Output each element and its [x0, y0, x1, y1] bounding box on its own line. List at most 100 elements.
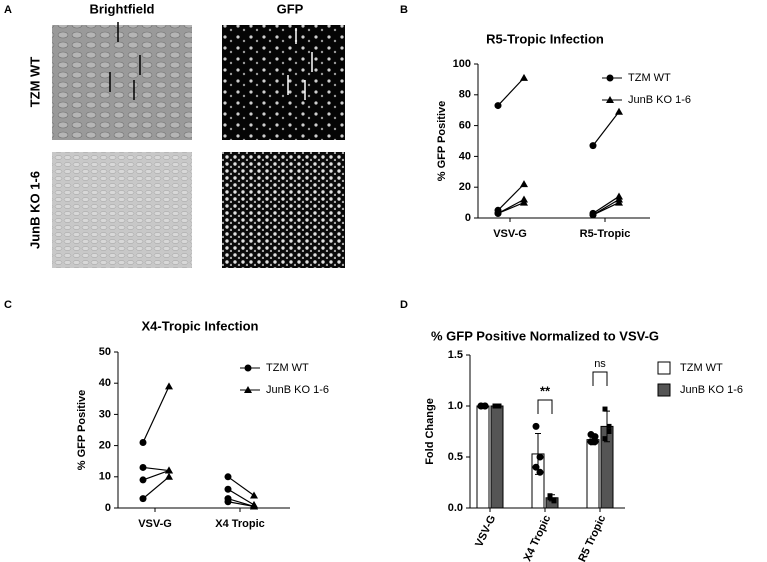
arrows: [287, 28, 313, 100]
pair-line: [592, 111, 620, 146]
marker: [520, 73, 528, 81]
bar: [586, 439, 600, 509]
marker: [602, 406, 608, 412]
legend-label: TZM WT: [628, 72, 671, 84]
marker: [139, 438, 147, 446]
marker: [602, 436, 608, 442]
marker: [606, 429, 612, 434]
y-axis-label: % GFP Positive: [76, 390, 88, 471]
marker: [224, 473, 232, 481]
x-tick-label: X4 Tropic: [215, 518, 265, 530]
marker: [494, 209, 502, 217]
marker: [532, 463, 540, 471]
micrograph: [52, 152, 192, 268]
panel-letter: C: [4, 299, 12, 311]
column-label: GFP: [277, 1, 304, 16]
marker: [244, 386, 252, 393]
y-tick-label: 50: [99, 346, 111, 358]
marker: [532, 422, 540, 430]
x-tick-label: VSV-G: [493, 228, 527, 240]
legend-label: JunB KO 1-6: [266, 384, 329, 396]
y-tick-label: 0: [465, 212, 471, 224]
y-tick-label: 1.5: [448, 349, 463, 361]
y-tick-label: 20: [99, 440, 111, 452]
y-axis-label: Fold Change: [424, 398, 436, 465]
row-label: JunB KO 1-6: [27, 171, 42, 249]
marker: [536, 453, 544, 461]
legend-swatch: [657, 361, 671, 375]
panel-letter: B: [400, 4, 408, 16]
marker: [496, 403, 502, 409]
y-tick-label: 100: [453, 58, 471, 70]
marker: [589, 211, 597, 219]
marker: [520, 180, 528, 188]
marker: [615, 107, 623, 115]
marker: [520, 198, 528, 206]
marker: [536, 468, 544, 476]
pair-line: [142, 386, 170, 443]
marker: [165, 382, 173, 390]
pair-line: [142, 476, 170, 500]
micrograph: [222, 152, 345, 268]
marker: [494, 102, 502, 110]
legend-label: JunB KO 1-6: [680, 384, 743, 396]
y-tick-label: 0: [105, 502, 111, 514]
pair-line: [592, 199, 620, 216]
marker: [139, 495, 147, 503]
micrograph: [52, 25, 192, 140]
marker: [165, 472, 173, 480]
arrows: [109, 22, 141, 100]
significance-bracket: [537, 399, 553, 414]
pair-line: [142, 466, 170, 472]
x-tick-label: X4 Tropic: [522, 513, 554, 562]
marker: [481, 402, 489, 410]
y-tick-label: 40: [99, 377, 111, 389]
y-tick-label: 40: [459, 150, 471, 162]
legend-label: TZM WT: [266, 362, 309, 374]
marker: [492, 403, 498, 409]
x-tick-label: VSV-G: [138, 518, 172, 530]
chart-title: % GFP Positive Normalized to VSV-G: [431, 328, 659, 343]
pair-line: [497, 77, 525, 106]
marker: [165, 466, 173, 474]
y-tick-label: 1.0: [448, 400, 463, 412]
y-tick-label: 10: [99, 471, 111, 483]
legend-swatch: [657, 383, 671, 397]
legend-label: TZM WT: [680, 362, 723, 374]
marker: [606, 96, 614, 103]
marker: [224, 485, 232, 493]
y-tick-label: 80: [459, 89, 471, 101]
marker: [139, 463, 147, 471]
marker: [606, 423, 612, 429]
y-tick-label: 0.5: [448, 451, 463, 463]
marker: [224, 498, 232, 506]
marker: [551, 498, 557, 504]
pair-line: [227, 476, 255, 497]
y-tick-label: 0.0: [448, 502, 463, 514]
marker: [606, 74, 614, 82]
chart-title: R5-Tropic Infection: [486, 31, 604, 46]
y-tick-label: 60: [459, 120, 471, 132]
marker: [589, 142, 597, 150]
marker: [139, 476, 147, 484]
panel-letter: D: [400, 299, 408, 311]
row-label: TZM WT: [27, 57, 42, 108]
pair-line: [227, 501, 255, 508]
x-tick-label: VSV-G: [473, 513, 498, 549]
pair-line: [592, 195, 620, 214]
annotation: ns: [594, 358, 606, 370]
pair-line: [497, 183, 525, 211]
marker: [615, 195, 623, 203]
legend-label: JunB KO 1-6: [628, 94, 691, 106]
annotation: **: [540, 383, 551, 398]
pair-line: [497, 202, 525, 214]
panel-letter: A: [4, 4, 12, 16]
marker: [547, 495, 553, 501]
pair-line: [142, 469, 170, 481]
x-tick-label: R5 Tropic: [576, 513, 608, 562]
significance-bracket: [592, 371, 608, 386]
bar: [490, 405, 504, 509]
marker: [587, 438, 595, 446]
micrograph: [222, 25, 345, 140]
